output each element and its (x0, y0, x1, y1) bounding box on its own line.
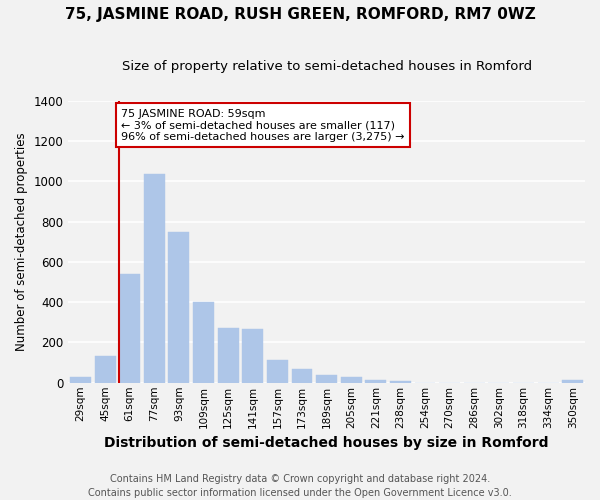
Bar (292, 368, 313, 383)
Bar (390, 380, 411, 383)
Bar (562, 380, 583, 383)
Title: Size of property relative to semi-detached houses in Romford: Size of property relative to semi-detach… (122, 60, 532, 73)
Bar (267, 360, 288, 383)
Bar (70, 377, 91, 383)
Bar (169, 232, 190, 383)
Bar (365, 380, 386, 383)
Bar (316, 374, 337, 383)
Bar (95, 356, 116, 383)
Bar (341, 377, 362, 383)
Text: 75 JASMINE ROAD: 59sqm
← 3% of semi-detached houses are smaller (117)
96% of sem: 75 JASMINE ROAD: 59sqm ← 3% of semi-deta… (121, 108, 404, 142)
Bar (144, 174, 165, 383)
Bar (193, 302, 214, 383)
Text: 75, JASMINE ROAD, RUSH GREEN, ROMFORD, RM7 0WZ: 75, JASMINE ROAD, RUSH GREEN, ROMFORD, R… (65, 8, 535, 22)
Bar (242, 330, 263, 383)
X-axis label: Distribution of semi-detached houses by size in Romford: Distribution of semi-detached houses by … (104, 436, 549, 450)
Bar (119, 274, 140, 383)
Bar (218, 328, 239, 383)
Text: Contains HM Land Registry data © Crown copyright and database right 2024.
Contai: Contains HM Land Registry data © Crown c… (88, 474, 512, 498)
Y-axis label: Number of semi-detached properties: Number of semi-detached properties (15, 132, 28, 351)
